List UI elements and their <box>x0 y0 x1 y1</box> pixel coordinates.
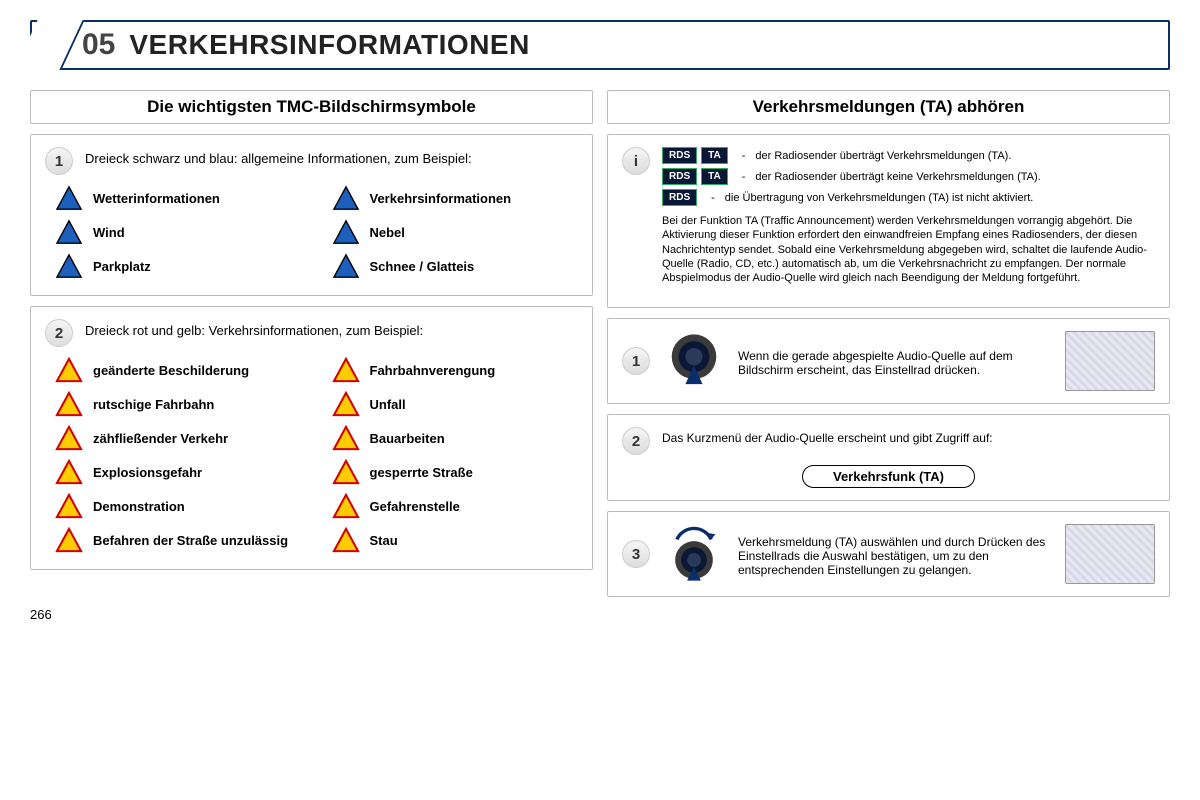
tmc-warn-symbol: Demonstration <box>55 493 302 519</box>
left-column: Die wichtigsten TMC-Bildschirmsymbole 1 … <box>30 90 593 597</box>
tmc-blue-symbol: Nebel <box>332 219 579 245</box>
chapter-header: 05 VERKEHRSINFORMATIONEN <box>30 20 1170 70</box>
section2-intro: Dreieck rot und gelb: Verkehrsinformatio… <box>85 319 578 338</box>
step1-panel: 1 Wenn die gerade abgespielte Audio-Quel… <box>607 318 1170 404</box>
info-panel: i RDSTA-der Radiosender überträgt Verkeh… <box>607 134 1170 308</box>
tmc-warn-symbol: Unfall <box>332 391 579 417</box>
tmc-warn-symbol: zähfließender Verkehr <box>55 425 302 451</box>
console-thumbnail-2 <box>1065 524 1155 584</box>
step1-text: Wenn die gerade abgespielte Audio-Quelle… <box>738 345 1051 377</box>
page-number: 266 <box>30 607 1170 622</box>
tmc-warn-symbol: geänderte Beschilderung <box>55 357 302 383</box>
chapter-title: VERKEHRSINFORMATIONEN <box>129 29 529 61</box>
tmc-warn-symbol: gesperrte Straße <box>332 459 579 485</box>
console-thumbnail-1 <box>1065 331 1155 391</box>
rds-row: RDSTA-der Radiosender überträgt Verkehrs… <box>662 147 1155 164</box>
tmc-blue-symbol: Verkehrsinformationen <box>332 185 579 211</box>
tmc-blue-symbol: Wetterinformationen <box>55 185 302 211</box>
tmc-warn-symbol: Stau <box>332 527 579 553</box>
tmc-warn-symbol: Befahren der Straße unzulässig <box>55 527 302 553</box>
section1-intro: Dreieck schwarz und blau: allgemeine Inf… <box>85 147 578 166</box>
step1-badge: 1 <box>622 347 650 375</box>
dial-turn-icon <box>664 524 724 584</box>
rds-row: RDSTA-der Radiosender überträgt keine Ve… <box>662 168 1155 185</box>
tmc-blue-symbol: Parkplatz <box>55 253 302 279</box>
tmc-warn-symbol: Fahrbahnverengung <box>332 357 579 383</box>
tmc-warn-section: 2 Dreieck rot und gelb: Verkehrsinformat… <box>30 306 593 570</box>
tmc-warn-symbol: Explosionsgefahr <box>55 459 302 485</box>
step3-text: Verkehrsmeldung (TA) auswählen und durch… <box>738 531 1051 577</box>
left-panel-title: Die wichtigsten TMC-Bildschirmsymbole <box>30 90 593 124</box>
option-verkehrsfunk: Verkehrsfunk (TA) <box>802 465 975 488</box>
chapter-number: 05 <box>82 28 115 62</box>
rds-row: RDS-die Übertragung von Verkehrsmeldunge… <box>662 189 1155 206</box>
step-badge-2: 2 <box>45 319 73 347</box>
tmc-blue-section: 1 Dreieck schwarz und blau: allgemeine I… <box>30 134 593 296</box>
right-panel-title: Verkehrsmeldungen (TA) abhören <box>607 90 1170 124</box>
tmc-warn-symbol: Bauarbeiten <box>332 425 579 451</box>
tmc-blue-symbol: Schnee / Glatteis <box>332 253 579 279</box>
step2-panel: 2 Das Kurzmenü der Audio-Quelle erschein… <box>607 414 1170 501</box>
tmc-blue-symbol: Wind <box>55 219 302 245</box>
step-badge-1: 1 <box>45 147 73 175</box>
step3-panel: 3 Verkehrsmeldung (TA) auswählen und dur… <box>607 511 1170 597</box>
dial-press-icon <box>664 331 724 391</box>
tmc-warn-symbol: rutschige Fahrbahn <box>55 391 302 417</box>
step2-badge: 2 <box>622 427 650 455</box>
info-badge: i <box>622 147 650 175</box>
step3-badge: 3 <box>622 540 650 568</box>
info-body-text: Bei der Funktion TA (Traffic Announcemen… <box>662 214 1155 285</box>
step2-text: Das Kurzmenü der Audio-Quelle erscheint … <box>662 427 1155 445</box>
right-column: Verkehrsmeldungen (TA) abhören i RDSTA-d… <box>607 90 1170 597</box>
tmc-warn-symbol: Gefahrenstelle <box>332 493 579 519</box>
